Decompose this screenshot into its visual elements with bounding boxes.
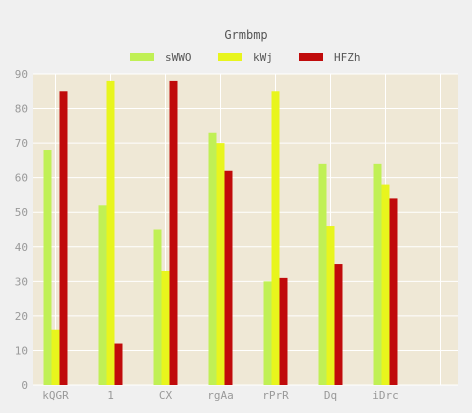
y-tick-label: 50 xyxy=(15,206,28,219)
bar xyxy=(373,163,382,385)
chart-title: Grmbmp xyxy=(224,28,267,42)
tick-labels: 0 10 20 30 40 50 60 70 80 90 kQGR 1 CX rgAa rPrR Dq iDrc xyxy=(15,68,399,402)
x-tick-label: 1 xyxy=(107,389,114,402)
bar xyxy=(318,163,327,385)
y-tick-label: 10 xyxy=(15,344,28,357)
y-tick-label: 70 xyxy=(15,137,28,150)
y-tick-label: 60 xyxy=(15,172,28,185)
legend-label: sWWO xyxy=(165,51,192,64)
bar xyxy=(161,270,170,385)
y-tick-label: 80 xyxy=(15,103,28,116)
bar xyxy=(169,80,178,386)
legend-label: HFZh xyxy=(334,51,361,64)
y-tick-label: 40 xyxy=(15,241,28,254)
bar xyxy=(208,132,217,385)
bar xyxy=(51,329,60,385)
bar xyxy=(224,170,233,385)
legend-label: kWj xyxy=(253,51,273,64)
bar xyxy=(216,143,225,385)
x-tick-label: rPrR xyxy=(262,389,289,402)
y-tick-label: 30 xyxy=(15,275,28,288)
bars xyxy=(43,80,398,386)
x-tick-label: Dq xyxy=(324,389,337,402)
legend: sWWO kWj HFZh xyxy=(130,51,361,64)
bar xyxy=(153,229,162,385)
x-tick-label: kQGR xyxy=(42,389,69,402)
x-tick-label: iDrc xyxy=(372,389,399,402)
x-tick-label: CX xyxy=(159,389,173,402)
bar xyxy=(381,184,390,385)
bar xyxy=(114,343,123,385)
bar xyxy=(326,226,335,385)
bar xyxy=(263,281,272,385)
y-tick-label: 90 xyxy=(15,68,28,81)
bar xyxy=(334,264,343,385)
bar xyxy=(279,277,288,385)
bar xyxy=(106,80,115,386)
y-tick-label: 20 xyxy=(15,310,28,323)
bar xyxy=(59,91,68,386)
bar xyxy=(271,91,280,386)
y-tick-label: 0 xyxy=(21,379,28,392)
bar xyxy=(43,150,52,385)
legend-swatch xyxy=(130,53,154,61)
legend-swatch xyxy=(299,53,323,61)
x-tick-label: rgAa xyxy=(207,389,234,402)
bar xyxy=(389,198,398,385)
legend-swatch xyxy=(218,53,242,61)
bar xyxy=(98,205,107,385)
